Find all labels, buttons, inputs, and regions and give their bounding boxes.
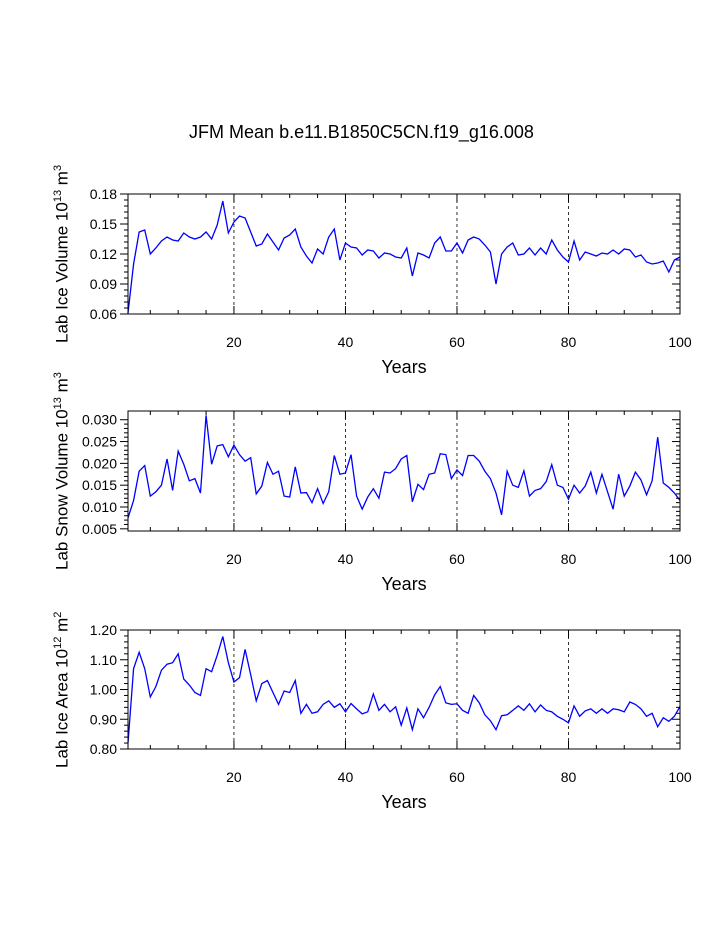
panel-3-series-line — [127, 636, 681, 744]
panel-1-xtick-label: 40 — [338, 334, 354, 350]
panel-3-ylabel-text: Lab Ice Area 10 — [52, 648, 72, 768]
panel-2-xtick-label: 40 — [338, 551, 354, 567]
panel-2-ylabel-text: Lab Snow Volume 10 — [52, 409, 72, 570]
panel-2-xlabel: Years — [381, 574, 426, 594]
chart-title: JFM Mean b.e11.B1850C5CN.f19_g16.008 — [189, 122, 534, 142]
panel-3-ylabel-unit: m — [52, 617, 72, 637]
panel-1-series-line — [127, 200, 681, 314]
panel-1-xtick-label: 80 — [561, 334, 577, 350]
panel-2-plot: 20 40 60 80 100 Years 0.005 0.010 0.015 0.020 0.02… — [82, 410, 692, 594]
panel-2-ytick-label: 0.025 — [82, 434, 117, 450]
panel-2-ylabel-unit: m — [52, 378, 72, 398]
panel-3-ytick-label: 0.80 — [90, 741, 117, 757]
panel-1-ylabel-text: Lab Ice Volume 10 — [52, 202, 72, 343]
panel-3-xtick-label: 100 — [668, 769, 692, 785]
panel-3-xtick-label: 60 — [449, 769, 465, 785]
panel-2-ytick-label: 0.030 — [82, 412, 117, 428]
panel-2-xtick-label: 100 — [668, 551, 692, 567]
panel-1-ytick-label: 0.12 — [90, 246, 117, 262]
panel-2-ytick-label: 0.010 — [82, 499, 117, 515]
panel-1-xtick-label: 100 — [668, 334, 692, 350]
panel-1-ylabel-unit-exp: 3 — [51, 164, 64, 172]
panel-2-xtick-label: 80 — [561, 551, 577, 567]
panel-1-ytick-label: 0.15 — [90, 216, 117, 232]
panel-3-ylabel-unit-exp: 2 — [51, 611, 64, 618]
panel-2-series-line — [127, 415, 681, 519]
panel-1-ylabel: Lab Ice Volume 1013 m3 — [52, 165, 73, 343]
panel-1-xlabel: Years — [381, 357, 426, 377]
panel-1-ylabel-exp: 13 — [51, 189, 64, 203]
panel-3-ylabel-exp: 12 — [51, 636, 64, 649]
panel-1-ytick-label: 0.06 — [90, 306, 117, 322]
panel-1-plot: 20 40 60 80 100 Years 0.06 0.09 0.12 0.15 0.18 — [90, 186, 692, 377]
panel-3-plot: 20 40 60 80 100 Years 0.80 0.90 1.00 1.10 1.20 — [90, 622, 692, 812]
panel-3-xlabel: Years — [381, 792, 426, 812]
panel-2-ylabel: Lab Snow Volume 1013 m3 — [52, 372, 73, 570]
panel-1-xtick-label: 60 — [449, 334, 465, 350]
panel-3-ytick-label: 1.20 — [90, 622, 117, 638]
panel-3-ytick-label: 1.00 — [90, 682, 117, 698]
panel-2-ytick-label: 0.005 — [82, 521, 117, 537]
panel-2-frame — [127, 410, 681, 532]
panel-2-ytick-label: 0.015 — [82, 477, 117, 493]
panel-2-ylabel-exp: 13 — [51, 397, 64, 410]
panel-3-ytick-label: 1.10 — [90, 652, 117, 668]
panel-3-ylabel: Lab Ice Area 1012 m2 — [52, 611, 73, 767]
panel-2-ylabel-unit-exp: 3 — [51, 372, 64, 379]
panel-1-ylabel-unit: m — [52, 171, 72, 190]
panel-2-xtick-label: 20 — [226, 551, 242, 567]
panel-1-xtick-label: 20 — [226, 334, 242, 350]
panel-3-xtick-label: 40 — [338, 769, 354, 785]
panel-3-frame — [127, 629, 681, 750]
panel-3-xtick-label: 20 — [226, 769, 242, 785]
panel-1-ytick-label: 0.09 — [90, 276, 117, 292]
panel-2-ytick-label: 0.020 — [82, 455, 117, 471]
panel-2-xtick-label: 60 — [449, 551, 465, 567]
panel-1-ytick-label: 0.18 — [90, 186, 117, 202]
panel-3-ytick-label: 0.90 — [90, 711, 117, 727]
panel-3-xtick-label: 80 — [561, 769, 577, 785]
